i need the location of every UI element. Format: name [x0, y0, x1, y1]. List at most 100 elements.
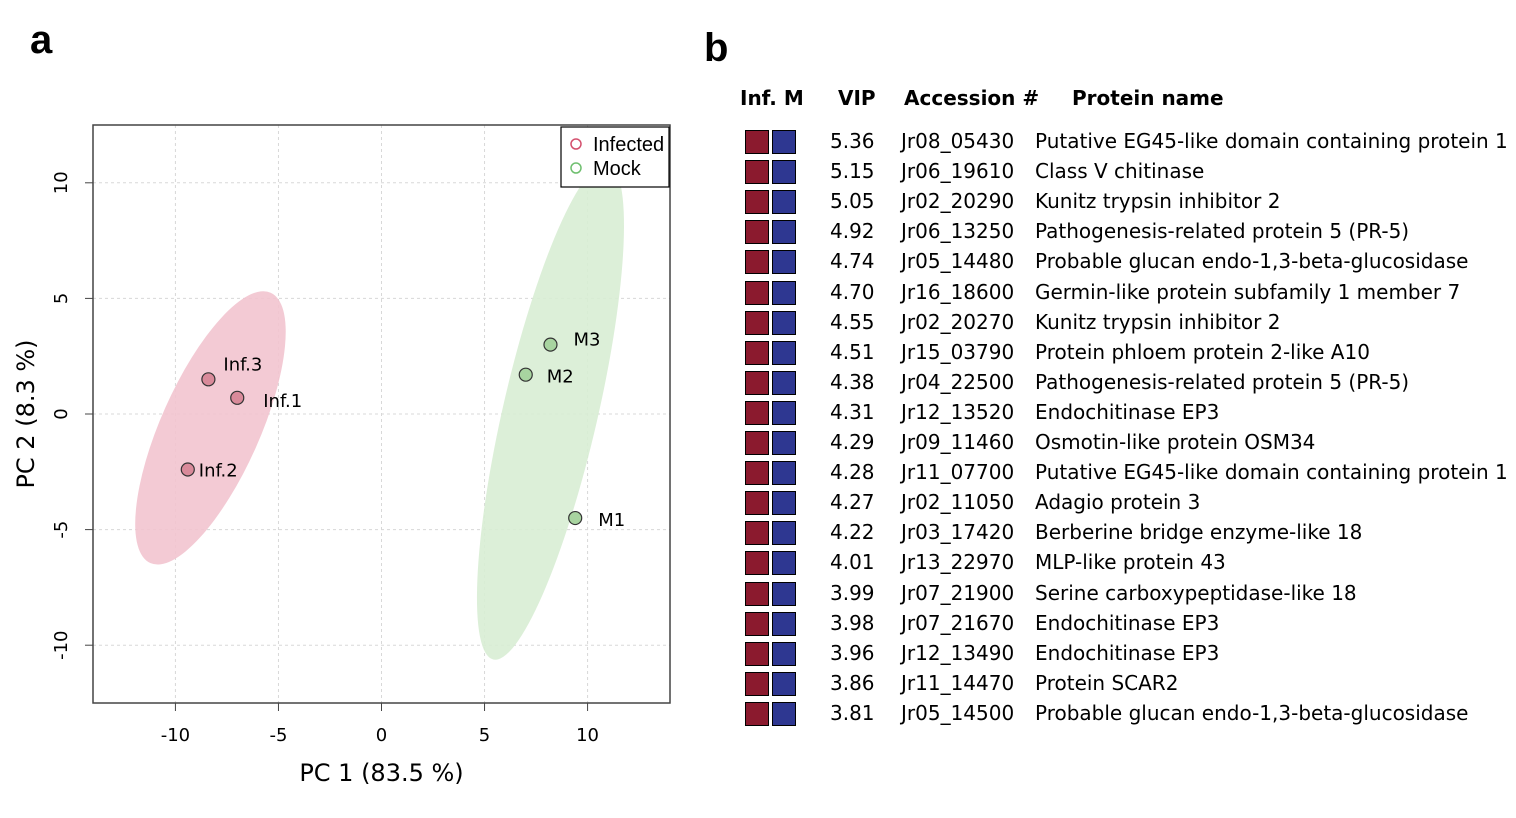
mock-square [772, 130, 796, 154]
legend-marker-mock [570, 162, 582, 174]
mock-square [772, 431, 796, 455]
ellipse-mock [476, 163, 625, 660]
mock-square [772, 701, 796, 726]
accession-value: Jr04_22500 [901, 369, 1015, 394]
x-tick-label: 0 [376, 725, 387, 746]
table-row: 4.38 Jr04_22500 Pathogenesis-related prote… [730, 369, 1510, 399]
protein-name: Probable glucan endo-1,3-beta-glucosidas… [1035, 249, 1469, 274]
panel-label-a: a [30, 18, 53, 62]
protein-name: Kunitz trypsin inhibitor 2 [1035, 309, 1281, 334]
table-row: 3.86 Jr11_14470 Protein SCAR2 [730, 670, 1510, 700]
pca-scatter-plot: Inf.1 Inf.2 Inf.3 M1 M2 M3 -10 -5 0 5 10 -10 -5 0 5 10… [12, 124, 671, 787]
mock-square [772, 400, 796, 425]
vip-value: 4.92 [830, 219, 875, 244]
vip-value: 4.51 [830, 339, 875, 364]
infected-square [745, 671, 769, 696]
table-row: 4.22 Jr03_17420 Berberine bridge enzyme-li… [730, 519, 1510, 549]
accession-value: Jr12_13520 [901, 399, 1015, 424]
protein-name: Putative EG45-like domain containing pro… [1035, 129, 1508, 153]
mock-square [772, 190, 796, 215]
vip-value: 4.74 [830, 249, 875, 274]
point-m1 [568, 510, 583, 526]
panel-label-b: b [704, 26, 729, 70]
vip-value: 4.01 [830, 550, 875, 575]
header-inf-m: Inf. M [740, 86, 804, 110]
vip-value: 3.99 [830, 580, 875, 605]
mock-square [772, 250, 796, 275]
infected-square [745, 611, 769, 636]
accession-value: Jr06_19610 [901, 159, 1015, 184]
mock-square [772, 551, 796, 576]
accession-value: Jr08_05430 [901, 129, 1015, 153]
protein-name: Endochitinase EP3 [1035, 399, 1220, 424]
mock-square [772, 581, 796, 606]
table-row: 4.28 Jr11_07700 Putative EG45-like domain … [730, 459, 1510, 489]
table-row: 4.31 Jr12_13520 Endochitinase EP3 [730, 399, 1510, 429]
accession-value: Jr02_20270 [901, 309, 1015, 334]
accession-value: Jr03_17420 [901, 520, 1015, 545]
infected-square [745, 641, 769, 666]
protein-name: Putative EG45-like domain containing pro… [1035, 460, 1508, 485]
vip-value: 3.81 [830, 700, 875, 725]
accession-value: Jr09_11460 [901, 430, 1015, 454]
table-row: 4.51 Jr15_03790 Protein phloem protein 2-l… [730, 339, 1510, 369]
legend-label-infected: Infected [593, 134, 664, 156]
protein-name: Protein phloem protein 2-like A10 [1035, 339, 1370, 364]
infected-square [745, 551, 769, 576]
accession-value: Jr11_14470 [901, 670, 1015, 695]
mock-square [772, 340, 796, 365]
mock-square [772, 160, 796, 185]
point-label: Inf.2 [199, 460, 238, 481]
table-row: 4.70 Jr16_18600 Germin-like protein subfam… [730, 279, 1510, 309]
vip-value: 5.36 [830, 129, 875, 153]
y-axis-title: PC 2 (8.3 %) [12, 339, 40, 488]
protein-name: Germin-like protein subfamily 1 member 7 [1035, 279, 1461, 304]
accession-value: Jr05_14480 [901, 249, 1015, 274]
infected-square [745, 280, 769, 305]
table-row: 5.05 Jr02_20290 Kunitz trypsin inhibitor 2 [730, 188, 1510, 218]
protein-name: Endochitinase EP3 [1035, 640, 1220, 665]
point-label: Inf.1 [263, 391, 302, 412]
infected-square [745, 370, 769, 395]
infected-square [745, 521, 769, 546]
mock-square [772, 280, 796, 305]
vip-value: 4.27 [830, 490, 875, 515]
infected-square [745, 701, 769, 726]
accession-value: Jr07_21670 [901, 610, 1015, 635]
point-label: M3 [573, 330, 600, 351]
mock-square [772, 521, 796, 546]
y-tick-label: 10 [51, 171, 72, 194]
legend-marker-infected [570, 138, 582, 150]
y-tick-label: -10 [51, 630, 72, 659]
infected-square [745, 220, 769, 245]
header-protein-name: Protein name [1072, 86, 1224, 110]
accession-value: Jr15_03790 [901, 339, 1015, 364]
point-label: M2 [547, 367, 574, 388]
table-row: 3.99 Jr07_21900 Serine carboxypeptidase-li… [730, 580, 1510, 610]
ellipse-infected [135, 291, 286, 565]
accession-value: Jr07_21900 [901, 580, 1015, 605]
vip-value: 3.96 [830, 640, 875, 665]
axis-ticks: -10 -5 0 5 10 -10 -5 0 5 10 [51, 171, 599, 746]
point-m3 [543, 337, 558, 352]
table-row: 3.96 Jr12_13490 Endochitinase EP3 [730, 640, 1510, 670]
header-vip: VIP [838, 86, 876, 110]
mock-square [772, 491, 796, 516]
vip-value: 5.15 [830, 159, 875, 184]
mock-square [772, 220, 796, 245]
table-row: 3.81 Jr05_14500 Probable glucan endo-1,3-b… [730, 700, 1510, 730]
protein-name: Berberine bridge enzyme-like 18 [1035, 520, 1363, 545]
mock-square [772, 671, 796, 696]
y-tick-label: 0 [51, 408, 72, 419]
protein-name: Adagio protein 3 [1035, 490, 1201, 515]
infected-square [745, 130, 769, 154]
x-tick-label: 5 [479, 725, 490, 746]
accession-value: Jr16_18600 [901, 279, 1015, 304]
vip-value: 4.29 [830, 430, 875, 454]
point-inf2 [180, 462, 195, 477]
x-tick-label: -5 [269, 725, 287, 746]
accession-value: Jr12_13490 [901, 640, 1015, 665]
vip-value: 4.70 [830, 279, 875, 304]
protein-name: Endochitinase EP3 [1035, 610, 1220, 635]
